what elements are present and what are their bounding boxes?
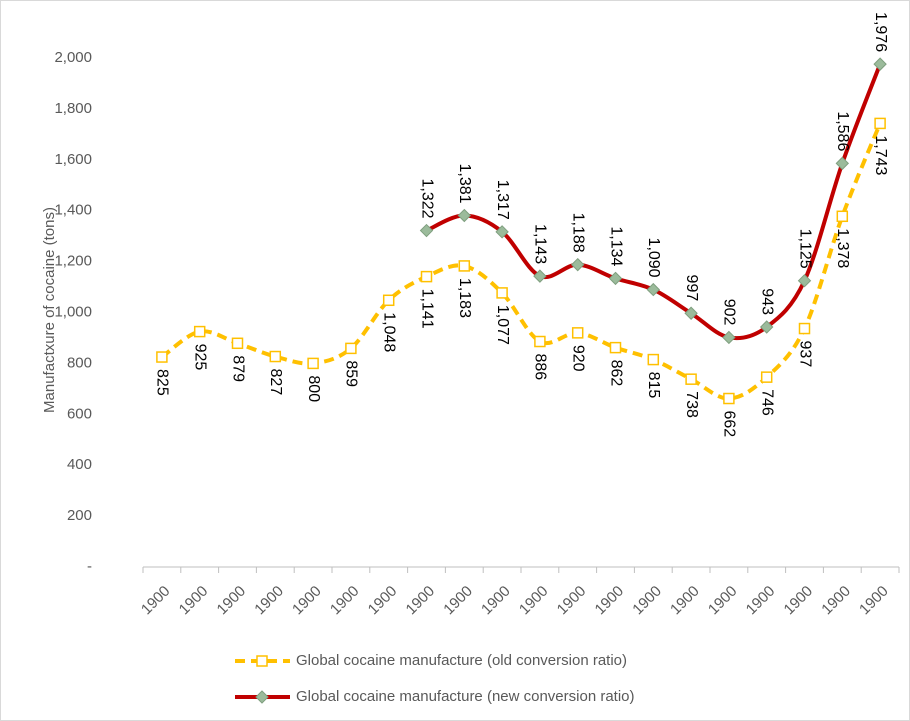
marker [382, 294, 395, 307]
marker [307, 357, 319, 370]
marker [647, 353, 660, 366]
data-label: 1,381 [456, 163, 473, 203]
marker [419, 223, 434, 238]
y-tick-label: 800 [67, 354, 92, 371]
marker [231, 337, 244, 350]
legend-label: Global cocaine manufacture (old conversi… [296, 652, 627, 669]
marker [646, 282, 661, 297]
marker [835, 156, 850, 171]
data-label: 1,188 [569, 213, 586, 253]
y-tick-label: 1,400 [54, 202, 92, 219]
data-label: 825 [154, 369, 171, 396]
marker [797, 273, 812, 288]
data-label: 902 [721, 299, 738, 326]
data-label: 859 [343, 360, 360, 387]
data-label: 1,378 [834, 228, 851, 268]
marker [722, 330, 736, 345]
data-label: 1,077 [494, 305, 511, 345]
marker [836, 210, 849, 223]
marker [533, 269, 547, 283]
data-label: 997 [683, 275, 700, 302]
marker [496, 287, 508, 299]
data-label: 1,183 [456, 278, 473, 318]
y-axis-title: Manufactxure of cocaine (tons) [41, 207, 58, 413]
marker [874, 117, 886, 130]
series-line [160, 122, 882, 401]
marker [608, 271, 623, 286]
marker [457, 208, 472, 223]
y-tick-label: 1,200 [54, 253, 92, 270]
y-tick-label: 1,600 [54, 151, 92, 168]
marker [420, 270, 433, 283]
legend-label: Global cocaine manufacture (new conversi… [296, 688, 635, 705]
y-tick-label: 1,000 [54, 303, 92, 320]
data-label: 1,134 [607, 226, 624, 266]
data-label: 879 [229, 355, 246, 382]
data-label: 886 [532, 354, 549, 381]
marker [760, 371, 773, 383]
legend-marker [255, 690, 269, 704]
y-tick-label: 400 [67, 456, 92, 473]
marker [571, 327, 584, 339]
marker [723, 392, 735, 405]
marker [798, 322, 811, 335]
data-label: 827 [267, 369, 284, 396]
data-label: 1,322 [418, 179, 435, 219]
marker [873, 57, 887, 71]
y-tick-label: - [87, 558, 92, 575]
y-tick-label: 600 [67, 405, 92, 422]
data-label: 943 [758, 288, 775, 315]
marker [269, 350, 282, 363]
y-tick-label: 1,800 [54, 100, 92, 117]
marker [495, 225, 509, 239]
data-label: 937 [796, 341, 813, 368]
data-label: 800 [305, 375, 322, 402]
marker [534, 335, 546, 348]
data-label: 1,976 [872, 12, 889, 52]
data-label: 862 [607, 360, 624, 387]
data-label: 1,141 [418, 289, 435, 329]
marker [458, 260, 471, 272]
data-label: 1,743 [872, 135, 889, 175]
marker [609, 341, 622, 354]
marker [685, 373, 697, 385]
marker [570, 257, 585, 272]
data-label: 738 [683, 391, 700, 418]
data-label: 662 [721, 411, 738, 438]
marker [684, 306, 698, 320]
legend-marker [256, 655, 268, 667]
marker [193, 325, 206, 338]
data-label: 925 [191, 344, 208, 371]
data-label: 1,586 [834, 111, 851, 151]
data-label: 920 [569, 345, 586, 372]
marker [759, 320, 774, 334]
marker [156, 351, 168, 363]
marker [345, 342, 357, 355]
data-label: 1,125 [796, 229, 813, 269]
data-label: 1,143 [532, 224, 549, 264]
data-label: 1,048 [380, 312, 397, 352]
y-tick-label: 2,000 [54, 49, 92, 66]
data-label: 746 [758, 389, 775, 416]
data-label: 1,090 [645, 238, 662, 278]
y-tick-label: 200 [67, 507, 92, 524]
data-label: 815 [645, 372, 662, 399]
data-label: 1,317 [494, 180, 511, 220]
